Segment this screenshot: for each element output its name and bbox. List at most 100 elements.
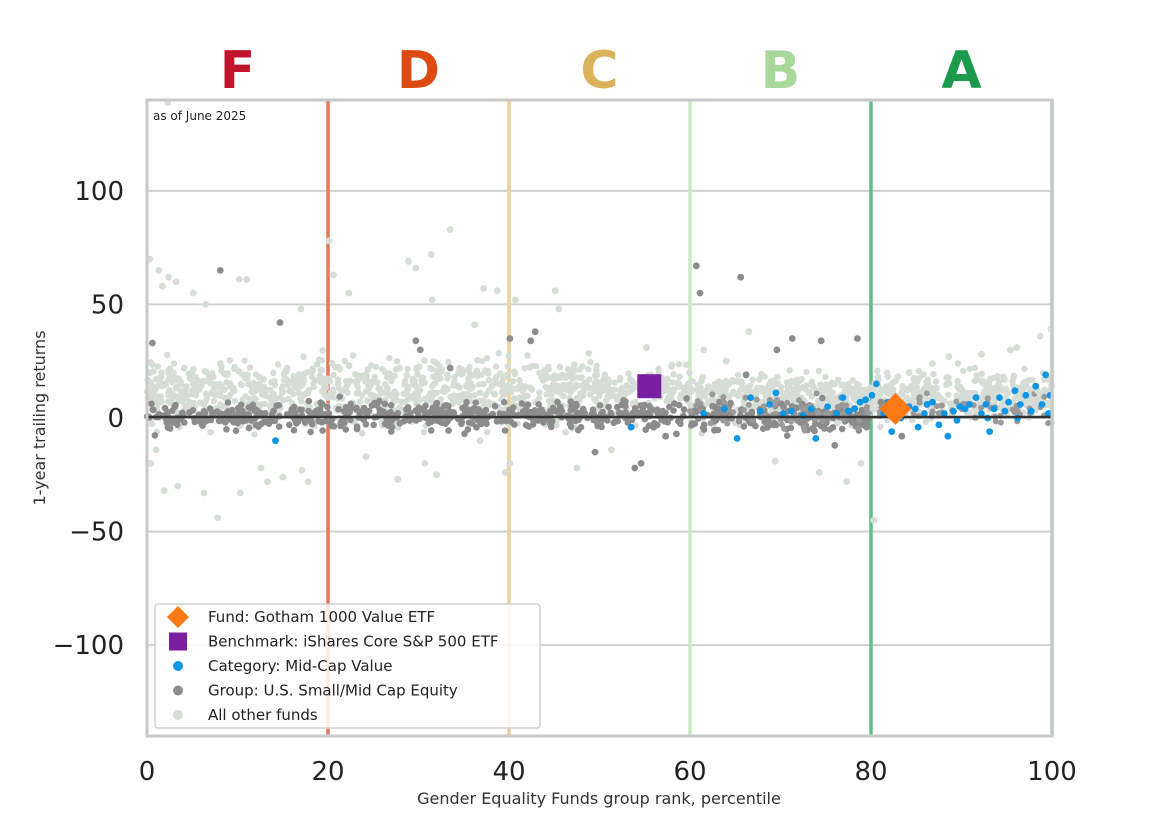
other-fund-point: [870, 516, 878, 524]
other-fund-point: [536, 389, 543, 396]
other-fund-point: [286, 387, 293, 395]
group-fund-point: [749, 417, 756, 424]
other-fund-point: [874, 367, 881, 374]
group-fund-point: [916, 399, 923, 406]
other-fund-point: [190, 365, 197, 373]
other-fund-point: [815, 367, 822, 375]
other-fund-point: [720, 379, 727, 387]
category-fund-point: [1032, 382, 1040, 390]
group-fund-point: [264, 418, 272, 425]
category-fund-point: [923, 401, 931, 408]
group-fund-point: [651, 420, 658, 427]
group-fund-point: [916, 394, 923, 401]
group-fund-point: [438, 419, 446, 427]
group-fund-point: [898, 432, 906, 440]
legend: Fund: Gotham 1000 Value ETF Benchmark: iS…: [154, 603, 541, 729]
category-fund-point: [856, 398, 864, 406]
group-fund-point: [720, 398, 727, 405]
other-fund-point: [316, 356, 323, 363]
other-fund-point: [725, 394, 733, 401]
other-fund-point: [626, 376, 634, 383]
other-fund-point: [578, 374, 585, 381]
other-fund-point: [905, 369, 913, 376]
other-fund-point: [445, 359, 452, 366]
other-fund-point: [186, 398, 193, 406]
other-fund-point: [207, 429, 214, 436]
other-fund-point: [485, 376, 493, 384]
other-fund-point: [786, 383, 793, 390]
other-fund-point: [932, 378, 940, 385]
group-fund-point: [172, 401, 179, 409]
other-fund-point: [209, 373, 217, 381]
other-fund-point: [364, 366, 371, 373]
other-fund-point: [427, 365, 434, 372]
other-fund-point: [774, 380, 782, 388]
group-fund-point: [388, 423, 396, 431]
other-fund-point: [483, 369, 491, 376]
group-fund-point: [316, 407, 324, 415]
group-fund-point: [714, 426, 722, 434]
other-fund-point: [200, 489, 208, 497]
other-fund-point: [330, 371, 337, 379]
other-fund-point: [365, 385, 373, 392]
other-fund-point: [676, 373, 683, 380]
x-tick-label: 80: [854, 757, 887, 787]
group-fund-point: [446, 364, 454, 372]
group-fund-point: [342, 426, 350, 433]
category-fund-point: [982, 401, 990, 408]
group-fund-point: [416, 346, 424, 354]
group-fund-point: [863, 423, 870, 431]
group-fund-point: [637, 402, 644, 409]
other-fund-point: [420, 428, 427, 436]
category-fund-point: [721, 405, 728, 413]
other-fund-point: [484, 354, 491, 362]
x-tick-label: 40: [492, 757, 525, 787]
other-fund-point: [675, 379, 682, 387]
group-fund-point: [933, 403, 940, 410]
group-fund-point: [935, 410, 942, 417]
category-fund-point: [990, 405, 998, 413]
other-fund-point: [545, 387, 553, 394]
other-fund-point: [160, 487, 168, 495]
group-fund-point: [760, 403, 767, 410]
group-fund-point: [742, 394, 749, 401]
other-fund-point: [815, 400, 823, 408]
group-fund-point: [797, 419, 804, 426]
group-fund-point: [445, 427, 452, 434]
category-fund-point: [1022, 391, 1030, 399]
group-fund-point: [286, 421, 293, 429]
other-fund-point: [491, 380, 498, 387]
other-fund-point: [309, 365, 316, 372]
group-fund-point: [938, 402, 945, 409]
other-fund-point: [459, 370, 466, 377]
group-fund-point: [489, 410, 497, 418]
group-fund-point: [631, 405, 639, 412]
category-fund-point: [868, 391, 876, 399]
other-fund-point: [235, 368, 242, 375]
group-fund-point: [740, 423, 748, 430]
other-fund-point: [617, 374, 624, 382]
category-fund-point: [627, 423, 635, 431]
other-fund-point: [960, 367, 967, 375]
group-fund-point: [224, 399, 232, 406]
other-fund-point: [529, 362, 536, 370]
category-fund-point: [1027, 407, 1035, 415]
other-fund-point: [173, 383, 181, 390]
other-fund-point: [183, 383, 190, 390]
other-fund-point: [493, 287, 501, 295]
other-fund-point: [168, 378, 176, 386]
other-fund-point: [1041, 386, 1048, 393]
other-fund-point: [165, 273, 173, 281]
other-fund-point: [585, 384, 593, 391]
other-fund-point: [809, 382, 817, 390]
grade-label-f: F: [220, 41, 256, 101]
other-fund-point: [1013, 344, 1021, 351]
group-fund-point: [324, 403, 331, 411]
other-fund-point: [511, 368, 518, 375]
group-fund-point: [429, 404, 437, 412]
other-fund-point: [203, 377, 210, 385]
group-fund-point: [336, 393, 344, 400]
other-fund-point: [364, 397, 371, 404]
other-fund-point: [592, 386, 599, 394]
